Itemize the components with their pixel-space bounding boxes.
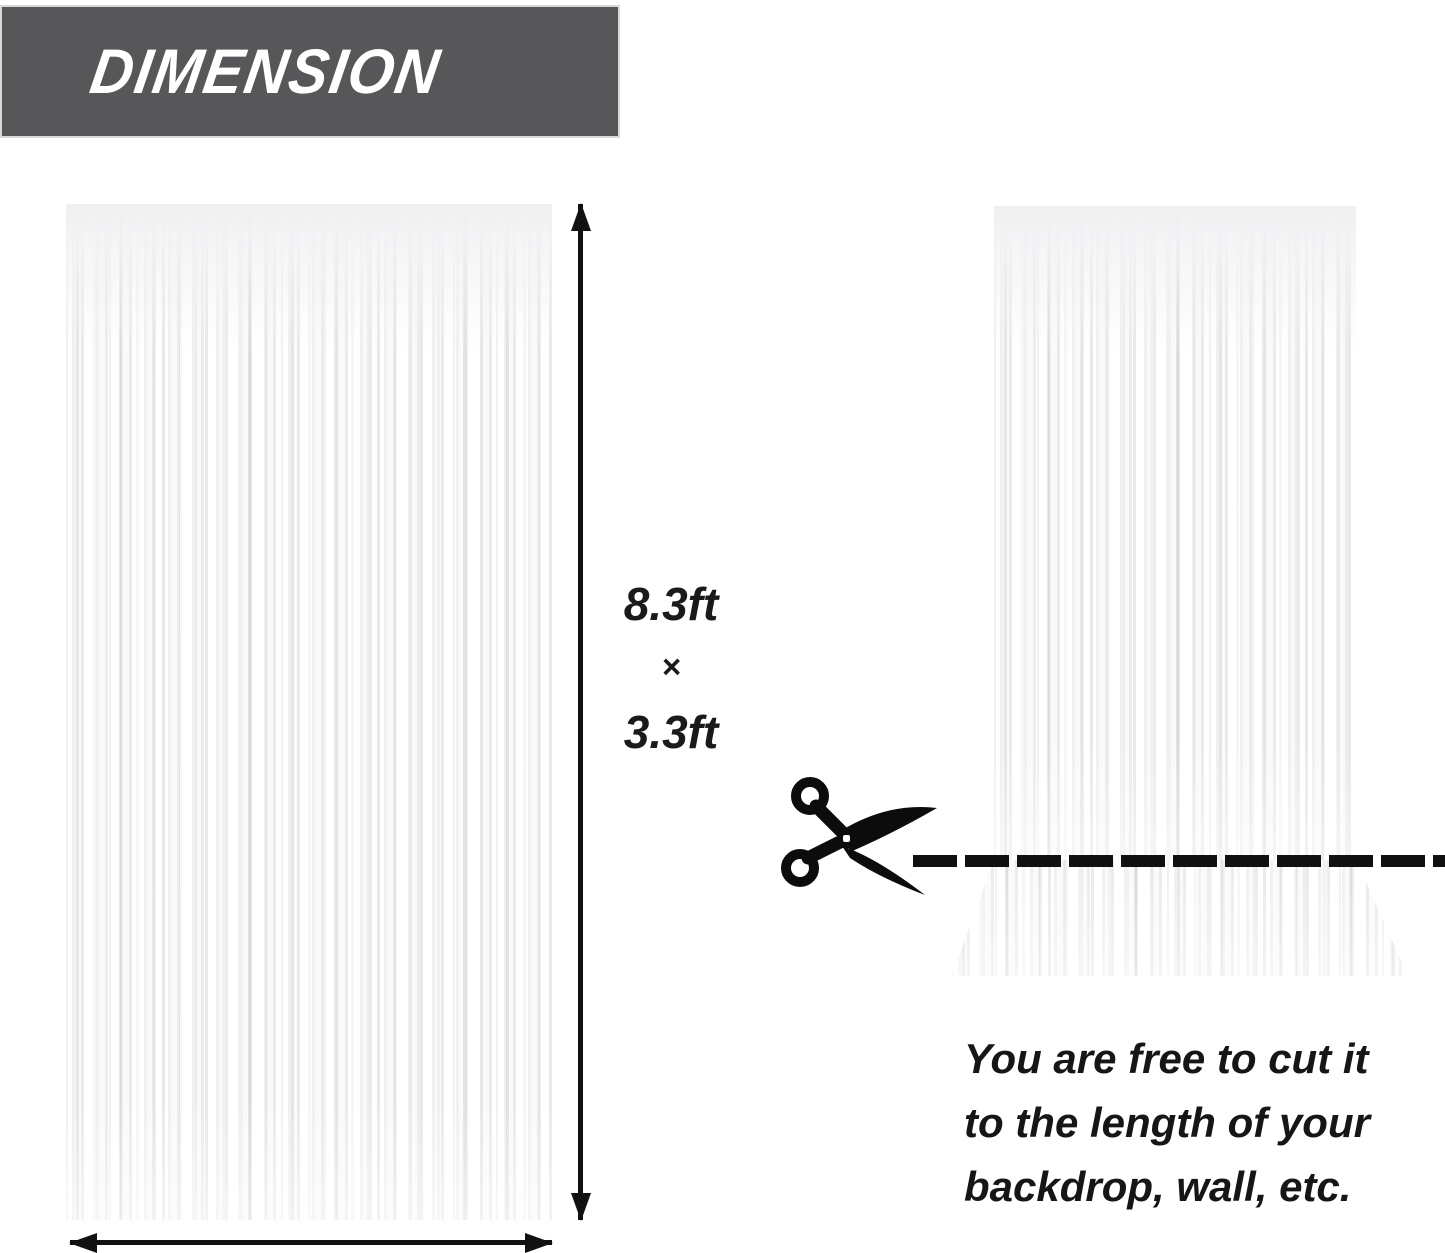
curtain-full-view	[66, 204, 552, 1220]
scissors-icon	[774, 774, 940, 902]
width-double-arrow-icon	[69, 1232, 553, 1253]
curtain-cut-skirt	[952, 860, 1408, 976]
multiply-sign: ×	[661, 648, 681, 685]
arrowhead-right-icon	[525, 1232, 553, 1253]
height-double-arrow-icon	[570, 203, 591, 1221]
curtain-cut-view	[994, 206, 1356, 862]
arrowhead-left-icon	[69, 1232, 97, 1253]
arrowhead-down-icon	[570, 1193, 591, 1221]
dashed-cut-line-icon	[913, 855, 1445, 867]
dimension-banner: DIMENSION	[0, 5, 620, 138]
arrowhead-up-icon	[570, 203, 591, 231]
cut-note-line-2: to the length of your	[964, 1099, 1370, 1146]
height-arrow-shaft	[578, 204, 583, 1220]
scissors-svg	[781, 777, 937, 895]
cut-note-line-3: backdrop, wall, etc.	[964, 1163, 1352, 1210]
height-value-label: 8.3ft	[623, 578, 719, 630]
dimension-banner-label: DIMENSION	[85, 36, 446, 107]
width-value-label: 3.3ft	[623, 706, 719, 758]
cut-note-text: You are free to cut it to the length of …	[964, 1027, 1414, 1219]
width-arrow-shaft	[70, 1240, 552, 1245]
cut-note-line-1: You are free to cut it	[964, 1035, 1369, 1082]
